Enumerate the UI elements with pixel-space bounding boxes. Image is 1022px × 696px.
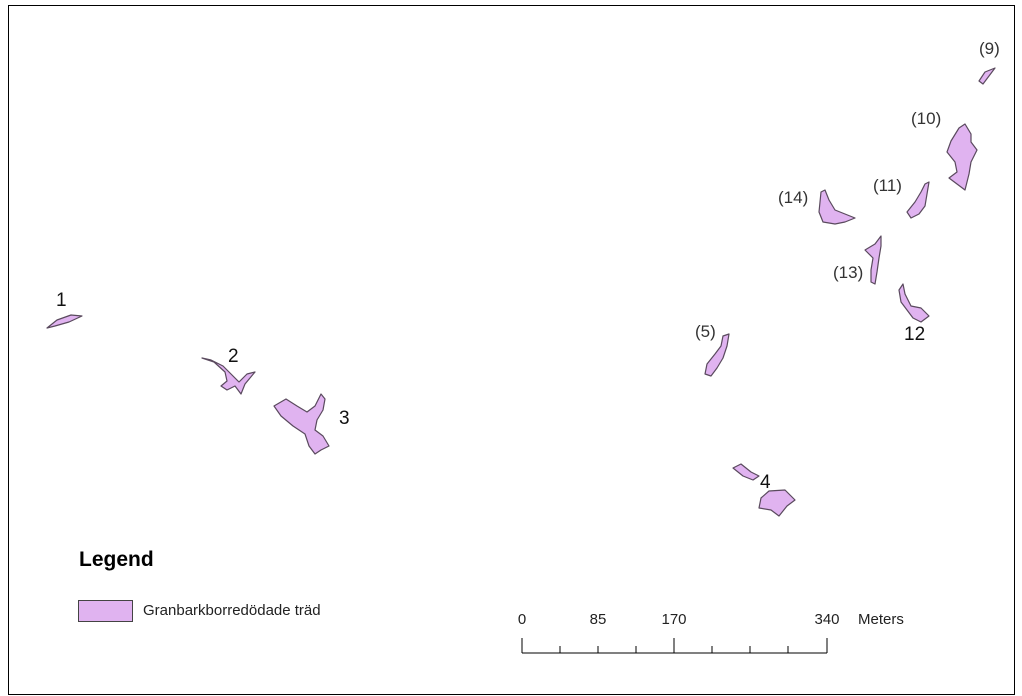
feature-label-10: (10) xyxy=(911,109,942,128)
feature-label-3: 3 xyxy=(339,408,350,429)
legend-item-label: Granbarkborredödade träd xyxy=(143,602,321,619)
scale-tick-0: 0 xyxy=(517,611,527,628)
feature-label-5: (5) xyxy=(695,322,716,341)
feature-label-4: 4 xyxy=(760,472,771,493)
map-canvas xyxy=(46,67,996,654)
feature-label-13: (13) xyxy=(833,263,864,282)
scale-tick-170: 170 xyxy=(661,611,687,628)
polygon-feature-11 xyxy=(906,181,930,219)
scale-tick-85: 85 xyxy=(589,611,607,628)
polygon-feature-2 xyxy=(201,357,256,395)
legend-title: Legend xyxy=(79,548,154,571)
polygon-feature-9 xyxy=(978,67,996,85)
scale-bar-graphic xyxy=(521,638,828,654)
polygon-feature-4a xyxy=(732,463,760,481)
polygon-feature-4b xyxy=(758,489,796,517)
polygon-feature-12 xyxy=(898,283,930,323)
legend-swatch xyxy=(78,600,133,622)
polygon-feature-3 xyxy=(273,393,330,455)
polygon-feature-13 xyxy=(864,235,882,285)
feature-label-12: 12 xyxy=(904,324,926,345)
map-frame: 1 2 3 4 (5) (9) (10) (11) 12 (13) (14) L… xyxy=(8,5,1015,695)
polygon-feature-1 xyxy=(46,314,83,329)
polygon-feature-14 xyxy=(818,189,856,225)
scale-unit-label: Meters xyxy=(858,611,904,628)
scale-tick-340: 340 xyxy=(814,611,840,628)
feature-label-1: 1 xyxy=(56,290,67,311)
polygon-feature-10 xyxy=(946,123,978,191)
polygon-feature-5 xyxy=(704,333,730,377)
feature-label-11: (11) xyxy=(873,176,902,195)
feature-label-9: (9) xyxy=(979,39,1000,58)
feature-label-14: (14) xyxy=(778,188,809,207)
feature-label-2: 2 xyxy=(228,346,239,367)
